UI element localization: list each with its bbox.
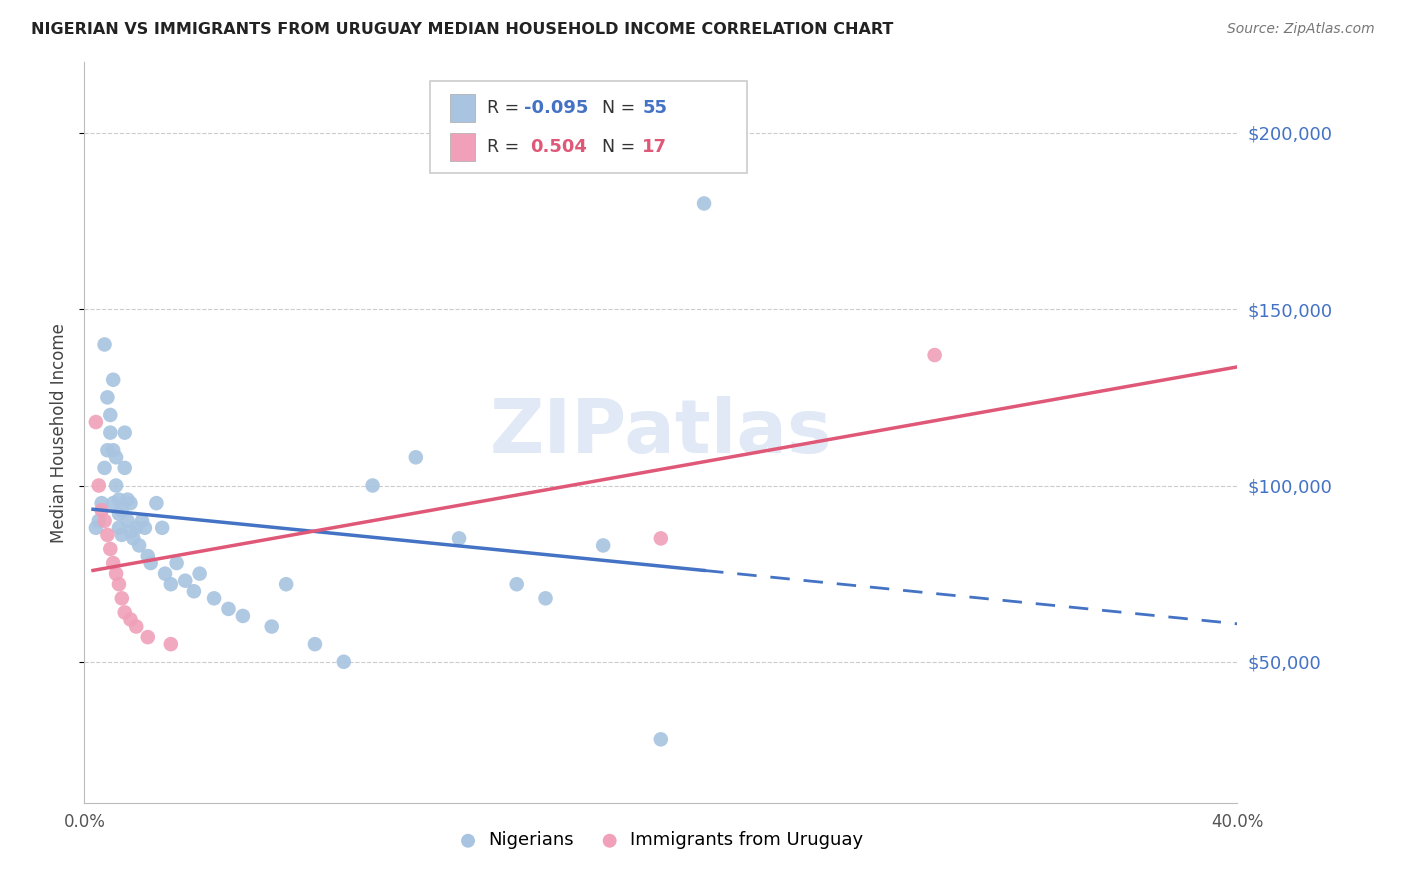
Point bbox=[120, 524, 142, 539]
Point bbox=[361, 478, 384, 492]
Text: R =: R = bbox=[486, 99, 524, 117]
Point bbox=[260, 619, 283, 633]
Point bbox=[534, 591, 557, 606]
Legend: Nigerians, Immigrants from Uruguay: Nigerians, Immigrants from Uruguay bbox=[451, 824, 870, 856]
FancyBboxPatch shape bbox=[450, 94, 475, 121]
FancyBboxPatch shape bbox=[430, 81, 748, 173]
Point bbox=[96, 443, 118, 458]
Y-axis label: Median Household Income: Median Household Income bbox=[51, 323, 69, 542]
Point bbox=[333, 655, 356, 669]
Text: N =: N = bbox=[602, 99, 641, 117]
Point bbox=[108, 507, 131, 521]
Point bbox=[105, 478, 128, 492]
Point bbox=[98, 408, 121, 422]
Point bbox=[96, 390, 118, 404]
Point bbox=[650, 532, 672, 546]
Point bbox=[125, 521, 148, 535]
Point bbox=[150, 521, 173, 535]
Point bbox=[90, 503, 112, 517]
Point bbox=[111, 591, 134, 606]
Point bbox=[93, 461, 115, 475]
Point bbox=[125, 619, 148, 633]
Point bbox=[166, 556, 188, 570]
Point bbox=[117, 514, 139, 528]
Point bbox=[449, 532, 471, 546]
Point bbox=[650, 732, 672, 747]
Point bbox=[105, 450, 128, 465]
Point bbox=[122, 532, 145, 546]
Point bbox=[114, 461, 136, 475]
Text: ZIPatlas: ZIPatlas bbox=[489, 396, 832, 469]
Point bbox=[87, 514, 110, 528]
Point bbox=[139, 556, 162, 570]
Point bbox=[136, 630, 159, 644]
FancyBboxPatch shape bbox=[450, 133, 475, 161]
Text: -0.095: -0.095 bbox=[523, 99, 588, 117]
Point bbox=[98, 541, 121, 556]
Point bbox=[693, 196, 716, 211]
Point bbox=[120, 496, 142, 510]
Point bbox=[128, 538, 150, 552]
Point bbox=[160, 577, 183, 591]
Text: 55: 55 bbox=[643, 99, 668, 117]
Point bbox=[90, 496, 112, 510]
Point bbox=[202, 591, 225, 606]
Point bbox=[183, 584, 205, 599]
Point bbox=[924, 348, 946, 362]
Point bbox=[120, 612, 142, 626]
Point bbox=[84, 521, 107, 535]
Point bbox=[96, 528, 118, 542]
Point bbox=[145, 496, 167, 510]
Point bbox=[506, 577, 529, 591]
Point bbox=[103, 443, 124, 458]
Point bbox=[84, 415, 107, 429]
Text: Source: ZipAtlas.com: Source: ZipAtlas.com bbox=[1227, 22, 1375, 37]
Point bbox=[188, 566, 211, 581]
Point bbox=[111, 503, 134, 517]
Point bbox=[218, 602, 240, 616]
Point bbox=[174, 574, 197, 588]
Text: N =: N = bbox=[602, 138, 641, 156]
Point bbox=[134, 521, 156, 535]
Point bbox=[114, 425, 136, 440]
Point bbox=[131, 514, 153, 528]
Point bbox=[276, 577, 298, 591]
Point bbox=[93, 514, 115, 528]
Point bbox=[136, 549, 159, 563]
Point bbox=[405, 450, 427, 465]
Point bbox=[117, 492, 139, 507]
Point bbox=[111, 528, 134, 542]
Point bbox=[153, 566, 176, 581]
Point bbox=[114, 606, 136, 620]
Point bbox=[160, 637, 183, 651]
Point bbox=[103, 556, 124, 570]
Point bbox=[108, 521, 131, 535]
Point bbox=[87, 478, 110, 492]
Point bbox=[105, 566, 128, 581]
Text: 17: 17 bbox=[643, 138, 668, 156]
Text: R =: R = bbox=[486, 138, 524, 156]
Point bbox=[592, 538, 614, 552]
Point bbox=[108, 577, 131, 591]
Point bbox=[103, 373, 124, 387]
Point bbox=[108, 492, 131, 507]
Point bbox=[232, 609, 254, 624]
Text: 0.504: 0.504 bbox=[530, 138, 588, 156]
Point bbox=[103, 496, 124, 510]
Point bbox=[304, 637, 326, 651]
Point bbox=[93, 337, 115, 351]
Text: NIGERIAN VS IMMIGRANTS FROM URUGUAY MEDIAN HOUSEHOLD INCOME CORRELATION CHART: NIGERIAN VS IMMIGRANTS FROM URUGUAY MEDI… bbox=[31, 22, 893, 37]
Point bbox=[98, 425, 121, 440]
